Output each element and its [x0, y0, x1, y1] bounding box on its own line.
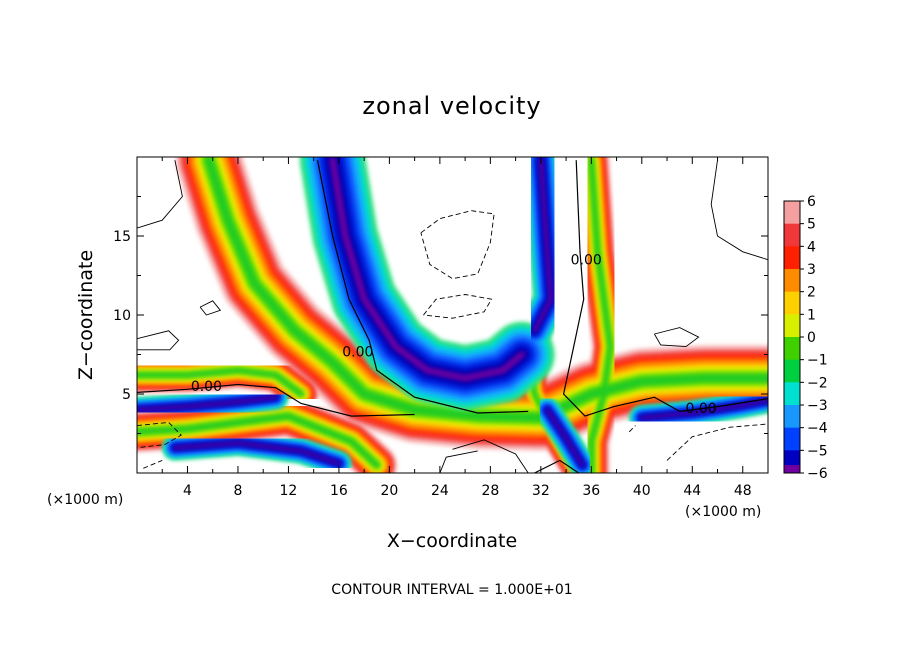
z-tick-label: 15 [113, 229, 131, 245]
negative-contour-line-2 [137, 421, 182, 449]
x-tick-label: 44 [683, 483, 701, 499]
zero-contour-line-2 [562, 160, 768, 417]
positive-contour-line-3 [710, 160, 768, 261]
colorbar-label: −2 [807, 375, 828, 391]
colorbar-swatch [784, 223, 800, 247]
x-axis-ticks: 4 8 12 16 20 24 28 32 36 40 44 48 [161, 157, 752, 499]
negative-contour-line-0 [420, 210, 495, 280]
positive-band-0-level-7 [204, 157, 768, 423]
colorbar-swatch [784, 314, 800, 338]
zero-contour-line-0 [316, 160, 529, 414]
colorbar-swatch [784, 337, 800, 361]
x-tick-label: 48 [734, 483, 752, 499]
colorbar-swatch [784, 269, 800, 293]
zero-contour-line-3 [534, 459, 580, 473]
colorbar-swatch [784, 382, 800, 406]
negative-contour-line-3 [666, 423, 768, 461]
x-tick-label: 40 [633, 483, 651, 499]
x-tick-label: 16 [330, 483, 348, 499]
positive-contour-line-6 [439, 450, 478, 473]
x-tick-label: 24 [431, 483, 449, 499]
velocity-field [137, 157, 768, 473]
colorbar-swatch [784, 405, 800, 429]
colorbar-label: 3 [807, 262, 816, 278]
contour-labels: 0.00 0.00 0.00 0.00 [191, 253, 717, 418]
colorbar-label: −5 [807, 443, 828, 459]
plot-area: 0.000.000.000.00 4 8 12 16 20 24 28 32 36 40 44 48 … [113, 156, 769, 499]
x-unit-label-left: (×1000 m) [47, 492, 123, 508]
z-tick-label: 10 [113, 308, 131, 324]
contour-label-0: 0.00 [342, 344, 373, 360]
colorbar-swatch [784, 291, 800, 315]
colorbar-label: −1 [807, 353, 828, 369]
x-axis-title: X−coordinate [387, 530, 517, 552]
x-tick-label: 12 [280, 483, 298, 499]
negative-band-0-level-6 [329, 157, 526, 382]
colorbar-label: 6 [807, 194, 816, 210]
colorbar: 6 5 4 3 2 1 0 −1 −2 −3 −4 −5 −6 [783, 194, 828, 482]
colorbar-swatch [784, 427, 800, 451]
positive-contour-line-2 [654, 327, 700, 348]
x-tick-label: 4 [183, 483, 192, 499]
colorbar-label: 5 [807, 217, 816, 233]
z-axis-title: Z−coordinate [75, 250, 97, 380]
x-tick-label: 32 [532, 483, 550, 499]
negative-band-3-level-6 [173, 441, 341, 465]
colorbar-swatch-min [784, 465, 800, 473]
contour-lines [137, 160, 768, 473]
chart-title: zonal velocity [362, 92, 541, 120]
contour-label-1: 0.00 [191, 379, 222, 395]
x-tick-label: 20 [380, 483, 398, 499]
zero-contour-line-1 [137, 383, 415, 417]
x-unit-label-right: (×1000 m) [685, 504, 761, 520]
positive-contour-line-0 [137, 330, 180, 351]
z-tick-label: 5 [122, 387, 131, 403]
colorbar-label: 0 [807, 330, 816, 346]
x-tick-label: 36 [582, 483, 600, 499]
positive-band-3-level-7 [588, 157, 613, 473]
colorbar-label: 4 [807, 239, 816, 255]
contour-interval-note: CONTOUR INTERVAL = 1.000E+01 [331, 582, 572, 598]
x-tick-label: 28 [481, 483, 499, 499]
colorbar-label: −4 [807, 421, 828, 437]
negative-band-2-level-6 [137, 395, 278, 412]
colorbar-label: −3 [807, 398, 828, 414]
colorbar-swatch [784, 201, 800, 225]
positive-contour-line-4 [137, 160, 183, 229]
negative-band-4-level-6 [545, 408, 584, 467]
positive-contour-line-5 [452, 439, 529, 473]
contour-label-3: 0.00 [686, 401, 717, 417]
positive-band-1-level-7 [137, 367, 304, 397]
positive-contour-line-1 [199, 300, 222, 316]
colorbar-label: 1 [807, 307, 816, 323]
negative-band-5-level-6 [640, 399, 768, 419]
colorbar-swatch [784, 246, 800, 270]
z-axis-ticks: 5 10 15 [113, 196, 768, 434]
negative-contour-line-1 [423, 294, 493, 319]
negative-band-1-level-6 [532, 158, 553, 333]
colorbar-label: −6 [807, 466, 828, 482]
x-tick-label: 8 [233, 483, 242, 499]
negative-contour-line-4 [628, 425, 636, 433]
positive-band-2-level-7 [137, 413, 380, 468]
colorbar-swatch [784, 359, 800, 383]
negative-contour-line-5 [143, 459, 163, 469]
contour-label-2: 0.00 [571, 253, 602, 269]
colorbar-label: 2 [807, 285, 816, 301]
